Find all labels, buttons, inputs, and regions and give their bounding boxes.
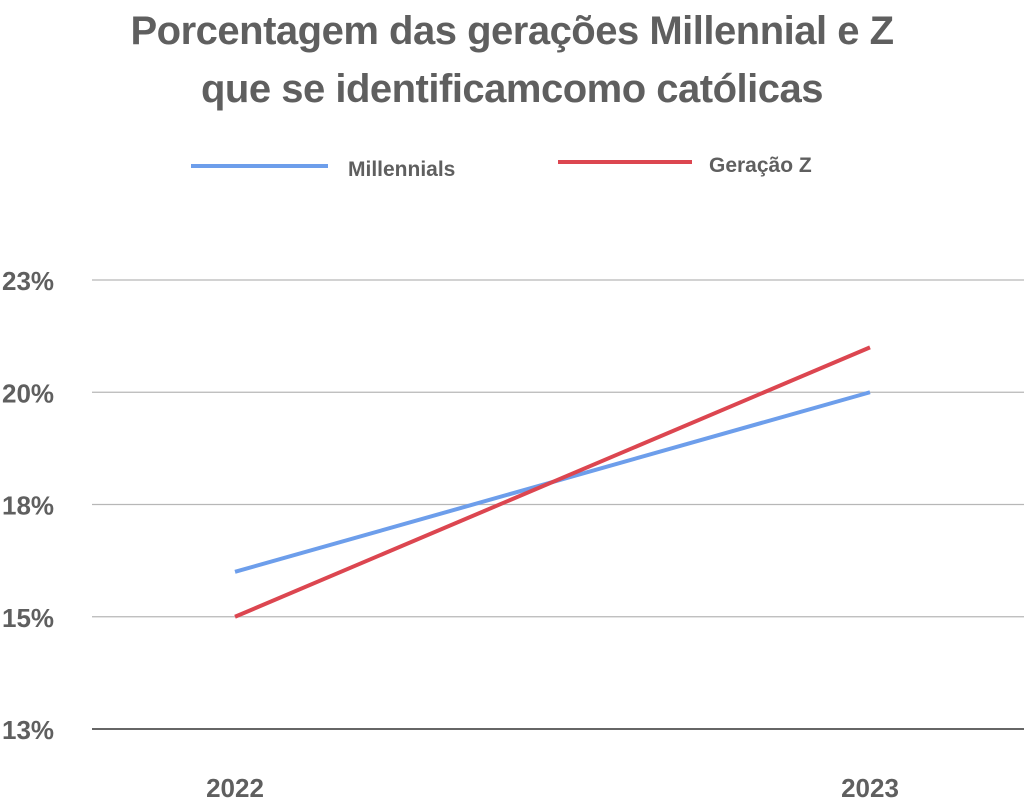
series-line-geracao-z bbox=[234, 345, 871, 619]
x-tick-label: 2022 bbox=[206, 773, 264, 799]
y-tick-label: 23% bbox=[2, 266, 54, 296]
legend-label: Millennials bbox=[348, 158, 455, 181]
y-tick-label: 13% bbox=[2, 715, 54, 745]
y-tick-label: 18% bbox=[2, 491, 54, 521]
legend: Millennials Geração Z bbox=[191, 154, 812, 181]
x-axis-tick-labels: 2022 2023 bbox=[206, 773, 899, 799]
y-axis-tick-labels: 13% 15% 18% 20% 23% bbox=[2, 266, 54, 745]
chart-title: Porcentagem das gerações Millennial e Z … bbox=[0, 2, 1024, 118]
legend-label: Geração Z bbox=[709, 154, 812, 177]
y-tick-label: 20% bbox=[2, 378, 54, 408]
y-tick-label: 15% bbox=[2, 603, 54, 633]
chart-title-line-1: Porcentagem das gerações Millennial e Z bbox=[130, 9, 895, 53]
x-tick-label: 2023 bbox=[841, 773, 899, 799]
chart-title-line-2: que se identificamcomo católicas bbox=[201, 67, 824, 111]
series-lines bbox=[234, 345, 871, 619]
gridlines bbox=[92, 279, 1024, 730]
